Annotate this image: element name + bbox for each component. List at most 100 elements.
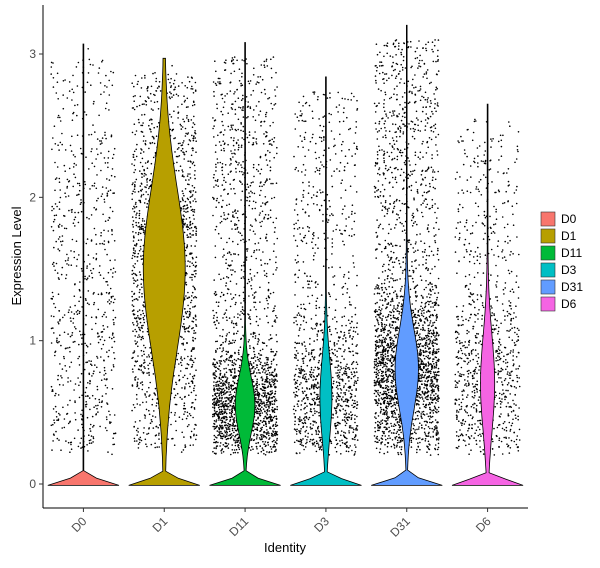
point bbox=[134, 207, 136, 209]
point bbox=[255, 411, 257, 414]
point bbox=[156, 402, 158, 404]
point bbox=[272, 121, 274, 124]
point bbox=[224, 411, 227, 413]
point bbox=[315, 324, 318, 327]
point bbox=[192, 327, 194, 329]
point bbox=[260, 410, 263, 412]
point bbox=[56, 272, 59, 274]
point bbox=[96, 385, 99, 388]
point bbox=[68, 346, 71, 349]
point bbox=[88, 303, 90, 306]
point bbox=[106, 387, 109, 389]
point bbox=[228, 388, 230, 391]
point bbox=[230, 72, 232, 75]
point bbox=[57, 98, 59, 100]
point bbox=[226, 252, 229, 254]
point bbox=[65, 274, 68, 276]
point bbox=[97, 341, 100, 344]
point bbox=[195, 434, 198, 437]
point bbox=[76, 182, 79, 185]
point bbox=[188, 139, 191, 141]
point bbox=[223, 430, 226, 432]
point bbox=[187, 160, 189, 162]
point bbox=[308, 185, 310, 187]
point bbox=[264, 213, 267, 216]
point bbox=[234, 441, 237, 444]
point bbox=[104, 372, 107, 375]
point bbox=[90, 240, 93, 242]
point bbox=[133, 247, 135, 250]
point bbox=[272, 250, 275, 252]
point bbox=[226, 418, 228, 421]
point bbox=[86, 416, 89, 419]
point bbox=[272, 351, 275, 353]
point bbox=[66, 97, 69, 99]
point bbox=[230, 369, 232, 371]
point bbox=[250, 94, 252, 96]
point bbox=[226, 403, 228, 405]
point bbox=[212, 403, 214, 405]
point bbox=[268, 397, 270, 400]
point bbox=[274, 398, 277, 400]
point bbox=[173, 79, 176, 82]
point bbox=[224, 340, 227, 343]
point bbox=[270, 451, 273, 453]
point bbox=[192, 137, 195, 140]
point bbox=[78, 182, 81, 185]
point bbox=[108, 217, 111, 219]
point bbox=[150, 100, 152, 102]
point bbox=[52, 229, 55, 232]
point bbox=[265, 345, 268, 347]
point bbox=[214, 245, 217, 247]
point bbox=[249, 345, 251, 347]
point bbox=[142, 140, 145, 142]
point bbox=[297, 423, 300, 426]
point bbox=[216, 316, 218, 319]
point bbox=[194, 314, 197, 317]
point bbox=[247, 313, 249, 315]
point bbox=[140, 369, 142, 371]
point bbox=[333, 380, 335, 383]
point bbox=[226, 217, 229, 220]
point bbox=[295, 222, 297, 225]
point bbox=[64, 149, 67, 151]
point bbox=[328, 454, 331, 456]
point bbox=[260, 428, 263, 431]
point bbox=[268, 451, 271, 453]
point bbox=[183, 318, 185, 321]
point bbox=[316, 404, 319, 406]
point bbox=[70, 250, 72, 252]
point bbox=[185, 281, 187, 284]
point bbox=[220, 435, 222, 438]
point bbox=[71, 211, 73, 213]
point bbox=[246, 117, 248, 119]
point bbox=[264, 435, 267, 438]
point bbox=[193, 164, 196, 167]
point bbox=[233, 377, 235, 379]
point bbox=[137, 226, 139, 228]
point bbox=[74, 340, 76, 343]
point bbox=[181, 103, 183, 106]
point bbox=[273, 411, 276, 414]
point bbox=[193, 103, 196, 106]
point bbox=[59, 120, 62, 122]
point bbox=[333, 138, 336, 140]
point bbox=[108, 109, 110, 111]
point bbox=[149, 92, 152, 95]
point bbox=[189, 414, 192, 417]
point bbox=[240, 277, 243, 280]
point bbox=[158, 438, 160, 440]
point bbox=[226, 408, 229, 410]
point bbox=[270, 58, 272, 61]
point bbox=[275, 425, 278, 427]
point bbox=[133, 236, 135, 239]
point bbox=[356, 363, 359, 366]
point bbox=[331, 266, 333, 268]
point bbox=[341, 213, 344, 215]
point bbox=[342, 140, 344, 143]
point bbox=[234, 270, 236, 273]
point bbox=[214, 374, 216, 377]
point bbox=[92, 372, 95, 375]
point bbox=[103, 374, 105, 376]
point bbox=[144, 394, 147, 396]
